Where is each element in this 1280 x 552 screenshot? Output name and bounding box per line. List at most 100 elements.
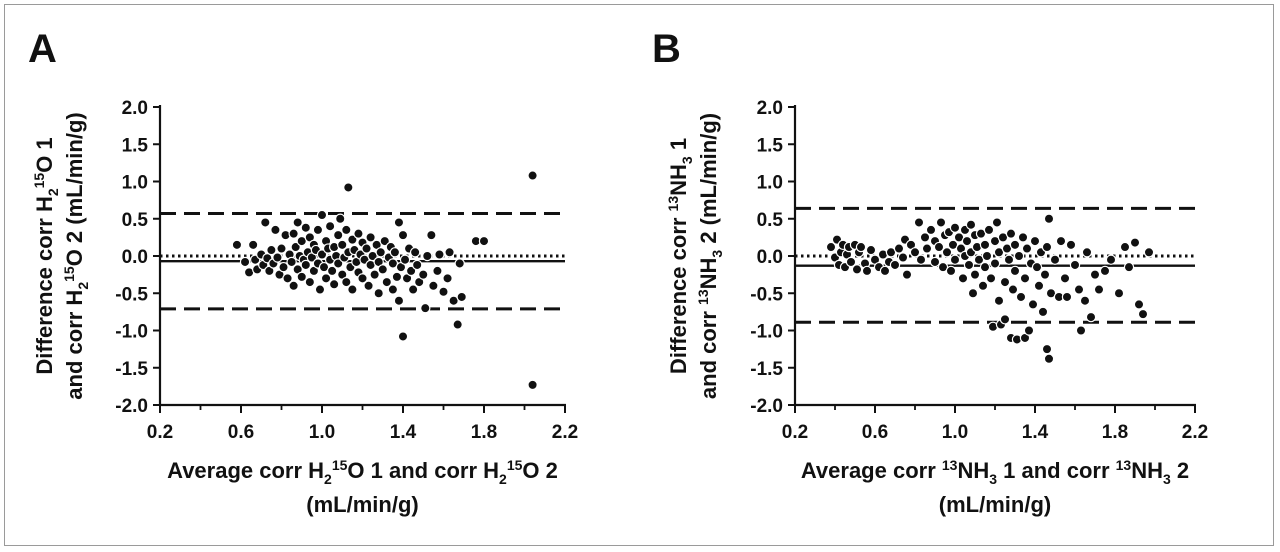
data-point	[426, 229, 437, 241]
data-point	[393, 295, 405, 306]
data-point	[1055, 235, 1067, 247]
data-point	[389, 247, 401, 258]
data-point	[282, 273, 293, 284]
data-point	[1085, 311, 1097, 323]
data-point	[290, 241, 301, 253]
x-tick-label: 0.6	[228, 422, 254, 443]
data-point	[442, 273, 453, 284]
data-point	[1041, 343, 1053, 355]
data-point	[1009, 239, 1021, 251]
data-point	[337, 239, 348, 251]
data-point	[967, 288, 979, 299]
data-point	[1079, 295, 1091, 306]
x-tick-label: 0.2	[147, 422, 173, 443]
data-point	[381, 276, 392, 288]
data-point	[1009, 265, 1021, 277]
data-point	[1017, 232, 1029, 243]
data-point	[365, 232, 376, 243]
data-point	[989, 258, 1001, 269]
data-point	[347, 234, 358, 245]
data-point	[260, 217, 271, 228]
data-point	[999, 314, 1011, 325]
data-point	[1031, 261, 1043, 273]
x-tick-label: 2.2	[552, 422, 578, 443]
data-point	[1069, 259, 1081, 271]
x-tick-label: 1.0	[942, 422, 968, 443]
chart-panel-b: B 2.0 1.5 1.0 0.5 0.0 -0.5 -1.0 -1.5 -2.0 0.2 0.6 1.…	[652, 27, 1208, 517]
y-tick-label: 2.0	[757, 98, 783, 119]
data-point	[397, 331, 409, 342]
y-tick-label: 1.5	[122, 135, 149, 156]
data-point	[985, 273, 997, 284]
data-point	[369, 269, 380, 280]
y-tick-label: -1.5	[750, 359, 783, 380]
y-tick-label: 0.5	[122, 210, 149, 231]
data-point	[855, 241, 867, 253]
y-axis-label-line1: Difference corr H215O 1	[31, 137, 61, 374]
data-point	[239, 256, 251, 268]
data-point	[991, 217, 1003, 228]
data-point	[312, 224, 324, 236]
data-point	[428, 280, 439, 291]
data-point	[411, 259, 423, 271]
data-point	[945, 265, 957, 277]
data-point	[865, 244, 877, 256]
data-point	[1019, 273, 1031, 284]
data-point	[915, 254, 927, 265]
data-point	[983, 224, 995, 236]
data-point	[1027, 299, 1039, 310]
data-point	[456, 291, 467, 303]
data-point	[1029, 235, 1041, 247]
data-point	[335, 213, 346, 224]
data-point	[969, 269, 981, 280]
data-point	[1089, 269, 1101, 280]
data-point	[286, 256, 297, 268]
data-point	[897, 252, 909, 263]
data-point	[314, 284, 326, 295]
data-point	[333, 258, 344, 269]
data-point	[901, 269, 913, 280]
data-point	[1049, 254, 1061, 265]
data-point	[296, 271, 307, 283]
data-point	[1037, 306, 1049, 318]
data-point	[1059, 273, 1071, 284]
data-point	[272, 252, 283, 263]
data-point	[375, 247, 386, 258]
data-point	[452, 319, 463, 330]
data-point	[444, 247, 455, 258]
data-point	[879, 265, 891, 277]
data-point	[1021, 243, 1033, 254]
data-point	[941, 247, 953, 258]
y-tick-label: 0.0	[757, 247, 783, 268]
y-tick-label: -1.0	[750, 322, 783, 343]
data-point	[1003, 254, 1015, 265]
data-point	[418, 269, 429, 280]
data-point	[965, 219, 977, 230]
y-tick-label: 2.0	[122, 98, 148, 119]
data-point	[977, 280, 989, 291]
x-tick-label: 1.8	[1102, 422, 1128, 443]
y-tick-label: -1.0	[115, 322, 148, 343]
data-point	[1005, 228, 1017, 239]
data-point	[343, 182, 354, 193]
data-point	[391, 271, 403, 283]
data-point	[1133, 299, 1145, 310]
data-point	[993, 295, 1005, 306]
panel-letter: A	[28, 27, 57, 71]
y-tick-label: -1.5	[115, 359, 148, 380]
y-tick-label: 1.5	[757, 135, 784, 156]
data-point	[1129, 237, 1141, 248]
panel-letter: B	[652, 27, 681, 71]
x-tick-label: 2.2	[1182, 422, 1208, 443]
data-point	[231, 239, 243, 251]
data-point	[357, 273, 368, 284]
data-point	[407, 284, 419, 295]
y-tick-label: 1.0	[757, 173, 783, 194]
data-point	[1093, 284, 1105, 295]
data-point	[420, 302, 431, 314]
data-point	[979, 239, 991, 251]
data-point	[889, 259, 901, 271]
y-tick-label: 0.0	[122, 247, 148, 268]
data-point	[893, 243, 905, 254]
data-point	[935, 217, 947, 228]
